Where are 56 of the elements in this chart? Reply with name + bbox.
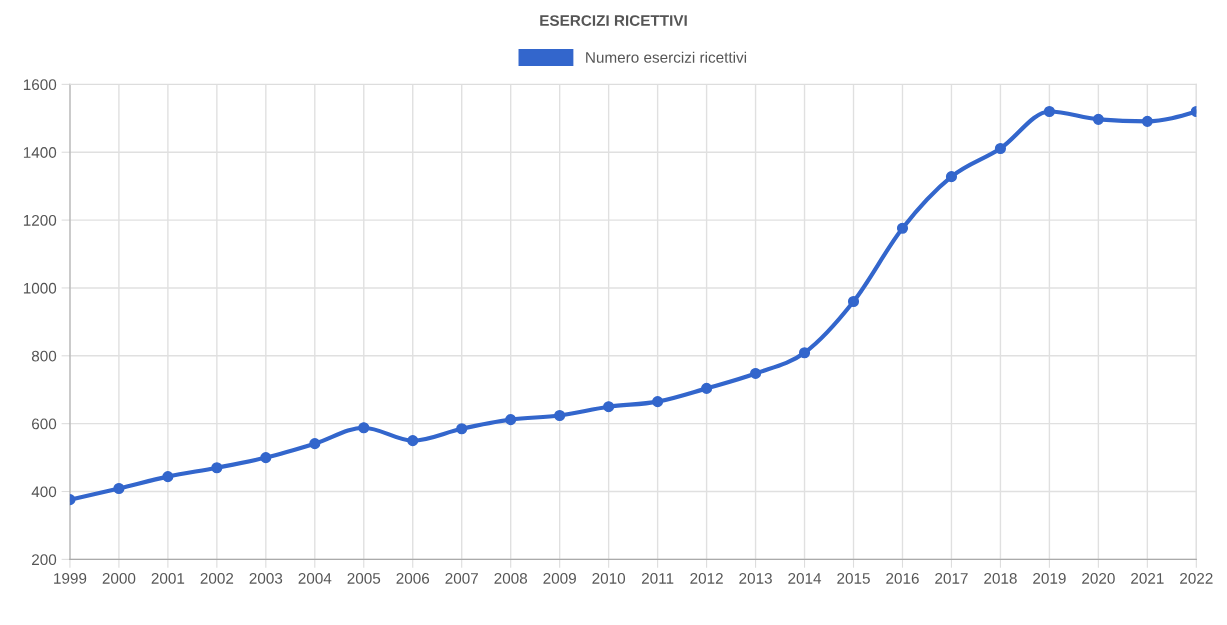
x-tick-label: 2020 [1082, 572, 1115, 584]
point [554, 409, 566, 422]
y-tick-label: 200 [32, 554, 57, 566]
point [260, 452, 272, 464]
point [456, 423, 468, 435]
point [407, 435, 419, 447]
point [1141, 115, 1153, 127]
point [211, 462, 223, 474]
y-tick-label: 400 [31, 486, 57, 498]
x-tick-label: 2008 [494, 572, 528, 584]
point [358, 422, 370, 434]
chart-title: ESERCIZI RICETTIVI [540, 15, 687, 26]
legend-label: Numero esercizi ricettivi [586, 51, 747, 63]
point [1043, 105, 1055, 118]
x-tick-label: 2012 [690, 572, 723, 584]
x-tick-label: 2010 [592, 572, 626, 584]
point [896, 222, 909, 234]
x-tick-label: 2021 [1131, 572, 1164, 584]
y-tick-label: 800 [31, 350, 57, 362]
y-tick-label: 1000 [23, 282, 57, 294]
point [847, 295, 860, 308]
x-tick-label: 2018 [984, 572, 1017, 584]
point [1092, 113, 1104, 125]
x-tick-label: 2011 [641, 572, 674, 584]
y-tick-label: 1200 [23, 214, 57, 226]
x-tick-label: 2007 [445, 572, 478, 584]
x-tick-label: 2014 [788, 572, 822, 584]
x-tick-label: 2009 [543, 572, 576, 584]
point [701, 382, 713, 394]
x-tick-label: 2002 [200, 572, 234, 584]
x-tick-label: 2001 [151, 572, 185, 584]
point [309, 438, 321, 450]
point [505, 414, 517, 426]
x-tick-label: 2005 [347, 572, 381, 584]
x-tick-label: 2003 [249, 572, 283, 584]
x-tick-label: 2006 [396, 572, 430, 584]
x-tick-label: 2000 [102, 572, 136, 584]
y-tick-label: 1400 [23, 147, 57, 158]
point [113, 482, 125, 495]
x-tick-label: 2015 [837, 572, 870, 584]
y-tick-label: 600 [32, 418, 57, 430]
x-tick-label: 2022 [1180, 572, 1213, 584]
x-tick-label: 2013 [739, 572, 772, 584]
x-tick-label: 2019 [1033, 572, 1066, 584]
point [945, 171, 958, 183]
x-tick-label: 2017 [935, 572, 968, 584]
point [994, 142, 1006, 155]
point [750, 367, 762, 380]
y-tick-label: 1600 [23, 79, 57, 91]
x-tick-label: 2004 [298, 572, 332, 584]
point [798, 347, 811, 359]
point [652, 396, 664, 408]
point [162, 471, 174, 483]
x-tick-label: 2016 [886, 572, 919, 584]
x-tick-label: 1999 [54, 572, 87, 584]
point [603, 401, 615, 413]
